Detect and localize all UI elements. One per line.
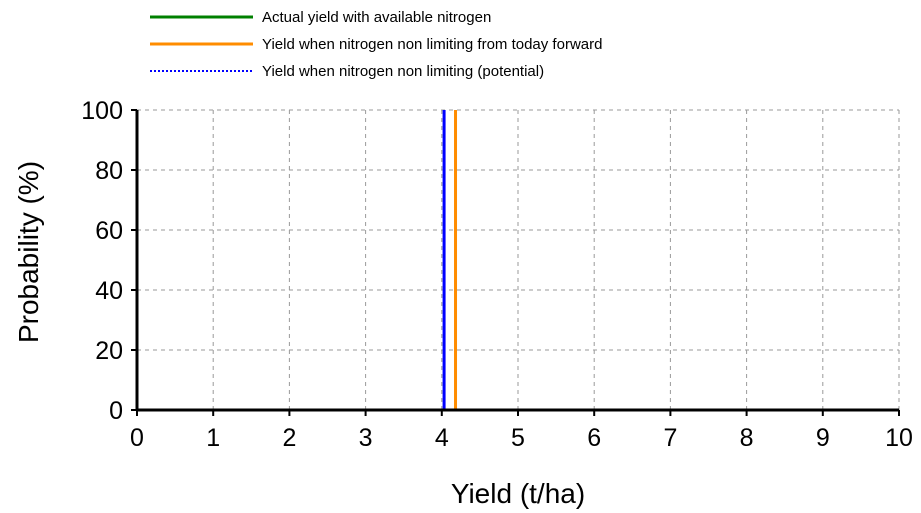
x-tick-label: 9 xyxy=(816,424,830,452)
y-tick-label: 40 xyxy=(95,277,123,305)
x-tick-label: 7 xyxy=(663,424,677,452)
x-axis-title: Yield (t/ha) xyxy=(451,478,585,509)
chart-grid xyxy=(137,109,900,410)
chart-series xyxy=(442,110,458,410)
x-tick-label: 2 xyxy=(282,424,296,452)
x-tick-label: 3 xyxy=(359,424,373,452)
x-tick-label: 6 xyxy=(587,424,601,452)
y-tick-label: 100 xyxy=(81,97,123,125)
y-tick-label: 60 xyxy=(95,217,123,245)
x-tick-label: 5 xyxy=(511,424,525,452)
y-tick-label: 80 xyxy=(95,157,123,185)
x-tick-label: 4 xyxy=(435,424,449,452)
x-tick-label: 0 xyxy=(130,424,144,452)
chart-axes xyxy=(135,110,899,412)
x-tick-label: 1 xyxy=(206,424,220,452)
chart-legend: Actual yield with available nitrogen Yiel… xyxy=(150,9,602,80)
x-tick-label: 10 xyxy=(885,424,913,452)
y-tick-label: 0 xyxy=(109,397,123,425)
x-tick-label: 8 xyxy=(740,424,754,452)
legend-label-2: Yield when nitrogen non limiting from to… xyxy=(262,36,602,53)
y-axis-title: Probability (%) xyxy=(13,161,44,343)
legend-label-3: Yield when nitrogen non limiting (potent… xyxy=(262,63,544,80)
legend-label-1: Actual yield with available nitrogen xyxy=(262,9,491,26)
y-tick-label: 20 xyxy=(95,337,123,365)
